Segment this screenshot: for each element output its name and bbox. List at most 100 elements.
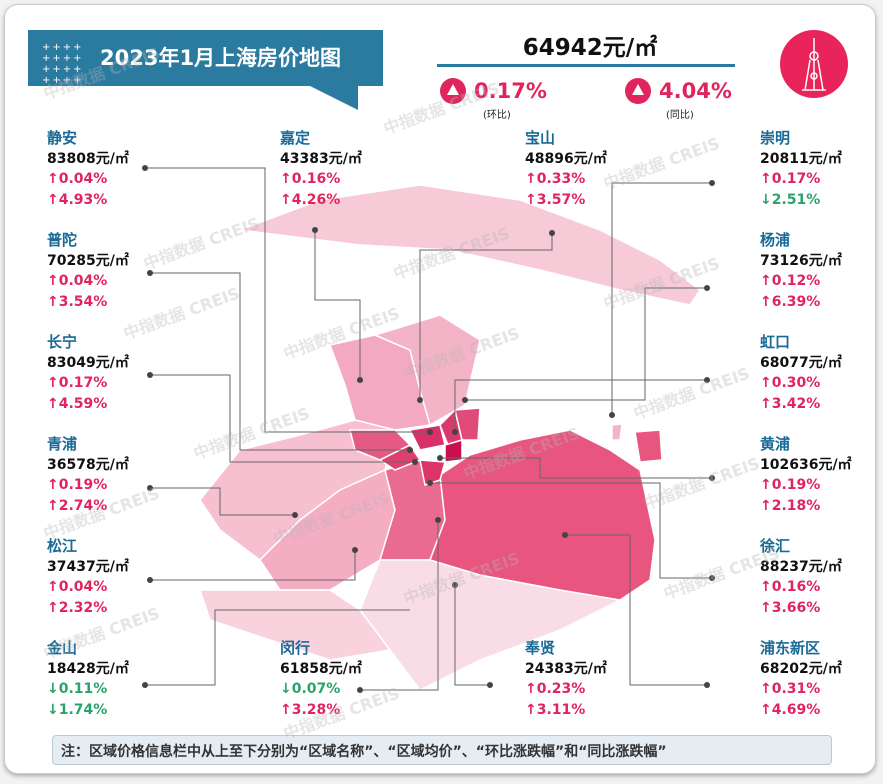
district-label: 崇明 20811元/㎡ ↑0.17% ↓2.51% (760, 128, 842, 210)
divider (437, 64, 735, 67)
district-name: 杨浦 (760, 231, 791, 249)
district-label: 青浦 36578元/㎡ ↑0.19% ↑2.74% (47, 434, 129, 516)
yoy-value: 4.04% (659, 79, 732, 103)
district-label: 徐汇 88237元/㎡ ↑0.16% ↑3.66% (760, 536, 842, 618)
district-label: 杨浦 73126元/㎡ ↑0.12% ↑6.39% (760, 230, 842, 312)
district-name: 金山 (47, 639, 78, 657)
district-mom: ↑0.17% (47, 375, 108, 391)
plus-pattern-icon: ++++ ++++ ++++ ++++ (42, 42, 84, 86)
district-yoy: ↑3.11% (525, 701, 586, 718)
district-yoy: ↑4.26% (280, 191, 341, 208)
district-name: 松江 (47, 537, 78, 555)
leader-dots (142, 165, 715, 693)
region-baoshan (372, 314, 481, 427)
oriental-pearl-tower-icon (780, 30, 848, 98)
region-huangpu (444, 438, 463, 463)
district-name: 徐汇 (760, 537, 791, 555)
district-label: 长宁 83049元/㎡ ↑0.17% ↑4.59% (47, 332, 129, 414)
district-name: 浦东新区 (760, 639, 821, 657)
district-mom: ↑0.19% (760, 477, 821, 493)
district-yoy: ↑2.18% (760, 497, 821, 514)
banner-tail (310, 86, 358, 110)
district-name: 闵行 (280, 639, 311, 657)
region-island-small (611, 423, 623, 441)
region-yangpu (454, 407, 481, 441)
district-price: 68077元/㎡ (760, 354, 842, 371)
district-mom: ↓0.07% (280, 681, 341, 697)
district-label: 浦东新区 68202元/㎡ ↑0.31% ↑4.69% (760, 638, 842, 720)
region-xuhui (419, 459, 446, 486)
mom-value: 0.17% (474, 79, 547, 103)
overall-mom: 0.17% (440, 78, 547, 104)
district-label: 宝山 48896元/㎡ ↑0.33% ↑3.57% (525, 128, 607, 210)
district-mom: ↑0.17% (760, 171, 821, 187)
mom-label: (环比) (483, 110, 511, 121)
district-price: 88237元/㎡ (760, 558, 842, 575)
district-yoy: ↑3.42% (760, 395, 821, 412)
district-yoy: ↑4.93% (47, 191, 108, 208)
district-price: 43383元/㎡ (280, 150, 362, 167)
triangle-up-icon (625, 78, 651, 104)
district-name: 青浦 (47, 435, 78, 453)
yoy-label: (同比) (666, 110, 694, 121)
district-mom: ↑0.16% (280, 171, 341, 187)
district-mom: ↑0.33% (525, 171, 586, 187)
district-mom: ↑0.16% (760, 579, 821, 595)
region-island (634, 429, 663, 463)
district-mom: ↓0.11% (47, 681, 108, 697)
district-yoy: ↑3.28% (280, 701, 341, 718)
district-name: 普陀 (47, 231, 78, 249)
district-mom: ↑0.23% (525, 681, 586, 697)
district-mom: ↑0.31% (760, 681, 821, 697)
district-label: 金山 18428元/㎡ ↓0.11% ↓1.74% (47, 638, 129, 720)
district-name: 长宁 (47, 333, 78, 351)
district-mom: ↑0.12% (760, 273, 821, 289)
district-yoy: ↓1.74% (47, 701, 108, 718)
district-name: 黄浦 (760, 435, 791, 453)
page-title: 2023年1月上海房价地图 (100, 46, 342, 70)
district-yoy: ↓2.51% (760, 191, 821, 208)
district-label: 黄浦 102636元/㎡ ↑0.19% ↑2.18% (760, 434, 852, 516)
footnote: 注：区域价格信息栏中从上至下分别为“区域名称”、“区域均价”、“环比涨跌幅”和“… (52, 735, 832, 765)
district-label: 松江 37437元/㎡ ↑0.04% ↑2.32% (47, 536, 129, 618)
district-yoy: ↑6.39% (760, 293, 821, 310)
district-yoy: ↑2.32% (47, 599, 108, 616)
district-price: 61858元/㎡ (280, 660, 362, 677)
district-price: 48896元/㎡ (525, 150, 607, 167)
district-label: 奉贤 24383元/㎡ ↑0.23% ↑3.11% (525, 638, 607, 720)
district-mom: ↑0.04% (47, 579, 108, 595)
region-jingan (408, 424, 446, 451)
district-price: 70285元/㎡ (47, 252, 129, 269)
overall-price: 64942元/㎡ (522, 35, 658, 61)
district-label: 静安 83808元/㎡ ↑0.04% ↑4.93% (47, 128, 129, 210)
district-name: 虹口 (760, 333, 791, 351)
district-label: 嘉定 43383元/㎡ ↑0.16% ↑4.26% (280, 128, 362, 210)
district-yoy: ↑3.57% (525, 191, 586, 208)
district-yoy: ↑4.59% (47, 395, 108, 412)
district-price: 24383元/㎡ (525, 660, 607, 677)
district-price: 83808元/㎡ (47, 150, 129, 167)
district-price: 83049元/㎡ (47, 354, 129, 371)
district-name: 宝山 (525, 129, 556, 147)
district-yoy: ↑2.74% (47, 497, 108, 514)
district-price: 20811元/㎡ (760, 150, 842, 167)
district-price: 18428元/㎡ (47, 660, 129, 677)
district-label: 虹口 68077元/㎡ ↑0.30% ↑3.42% (760, 332, 842, 414)
overall-yoy: 4.04% (625, 78, 732, 104)
leader-lines (145, 167, 712, 691)
triangle-up-icon (440, 78, 466, 104)
district-price: 73126元/㎡ (760, 252, 842, 269)
title-banner (28, 30, 383, 86)
district-yoy: ↑4.69% (760, 701, 821, 718)
district-name: 崇明 (760, 129, 791, 147)
district-price: 37437元/㎡ (47, 558, 129, 575)
district-name: 静安 (47, 129, 78, 147)
district-mom: ↑0.04% (47, 273, 108, 289)
district-mom: ↑0.30% (760, 375, 821, 391)
district-name: 嘉定 (280, 129, 311, 147)
district-price: 68202元/㎡ (760, 660, 842, 677)
district-mom: ↑0.19% (47, 477, 108, 493)
district-label: 普陀 70285元/㎡ ↑0.04% ↑3.54% (47, 230, 129, 312)
district-label: 闵行 61858元/㎡ ↓0.07% ↑3.28% (280, 638, 362, 720)
